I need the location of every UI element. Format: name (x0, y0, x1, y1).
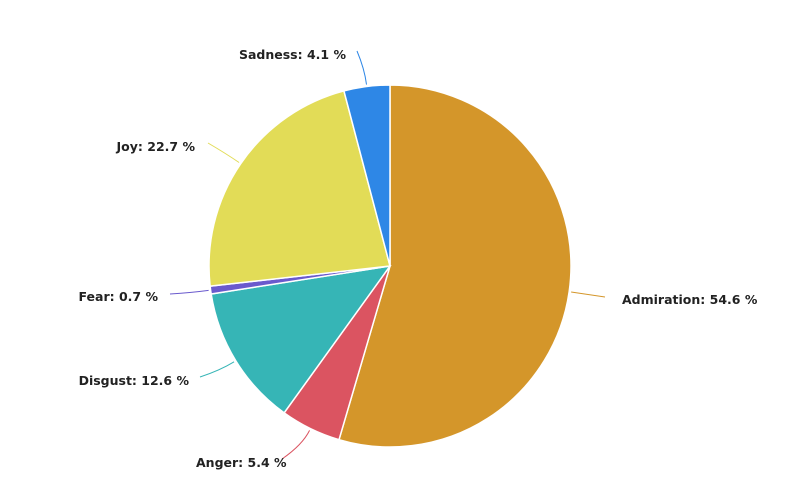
pie-slices (208, 84, 572, 448)
data-label-joy: Joy: 22.7 % (116, 139, 196, 154)
connector-anger (281, 430, 311, 460)
label-connectors (169, 50, 606, 460)
data-label-anger: Anger: 5.4 % (196, 455, 287, 470)
connector-sadness (356, 50, 368, 85)
connector-disgust (199, 361, 235, 378)
data-label-fear: Fear: 0.7 % (79, 289, 159, 304)
data-labels: Admiration: 54.6 % Anger: 5.4 % Disgust: 1… (79, 47, 758, 470)
connector-admiration (571, 291, 606, 298)
data-label-disgust: Disgust: 12.6 % (79, 373, 190, 388)
pie-slice-admiration[interactable] (338, 84, 572, 448)
connector-joy (207, 142, 240, 163)
connector-fear (169, 289, 209, 295)
pie-slice-sadness[interactable] (343, 84, 391, 267)
data-label-admiration: Admiration: 54.6 % (622, 292, 758, 307)
pie-slice-disgust[interactable] (210, 264, 392, 414)
pie-slice-joy[interactable] (208, 90, 391, 287)
data-label-sadness: Sadness: 4.1 % (239, 47, 346, 62)
